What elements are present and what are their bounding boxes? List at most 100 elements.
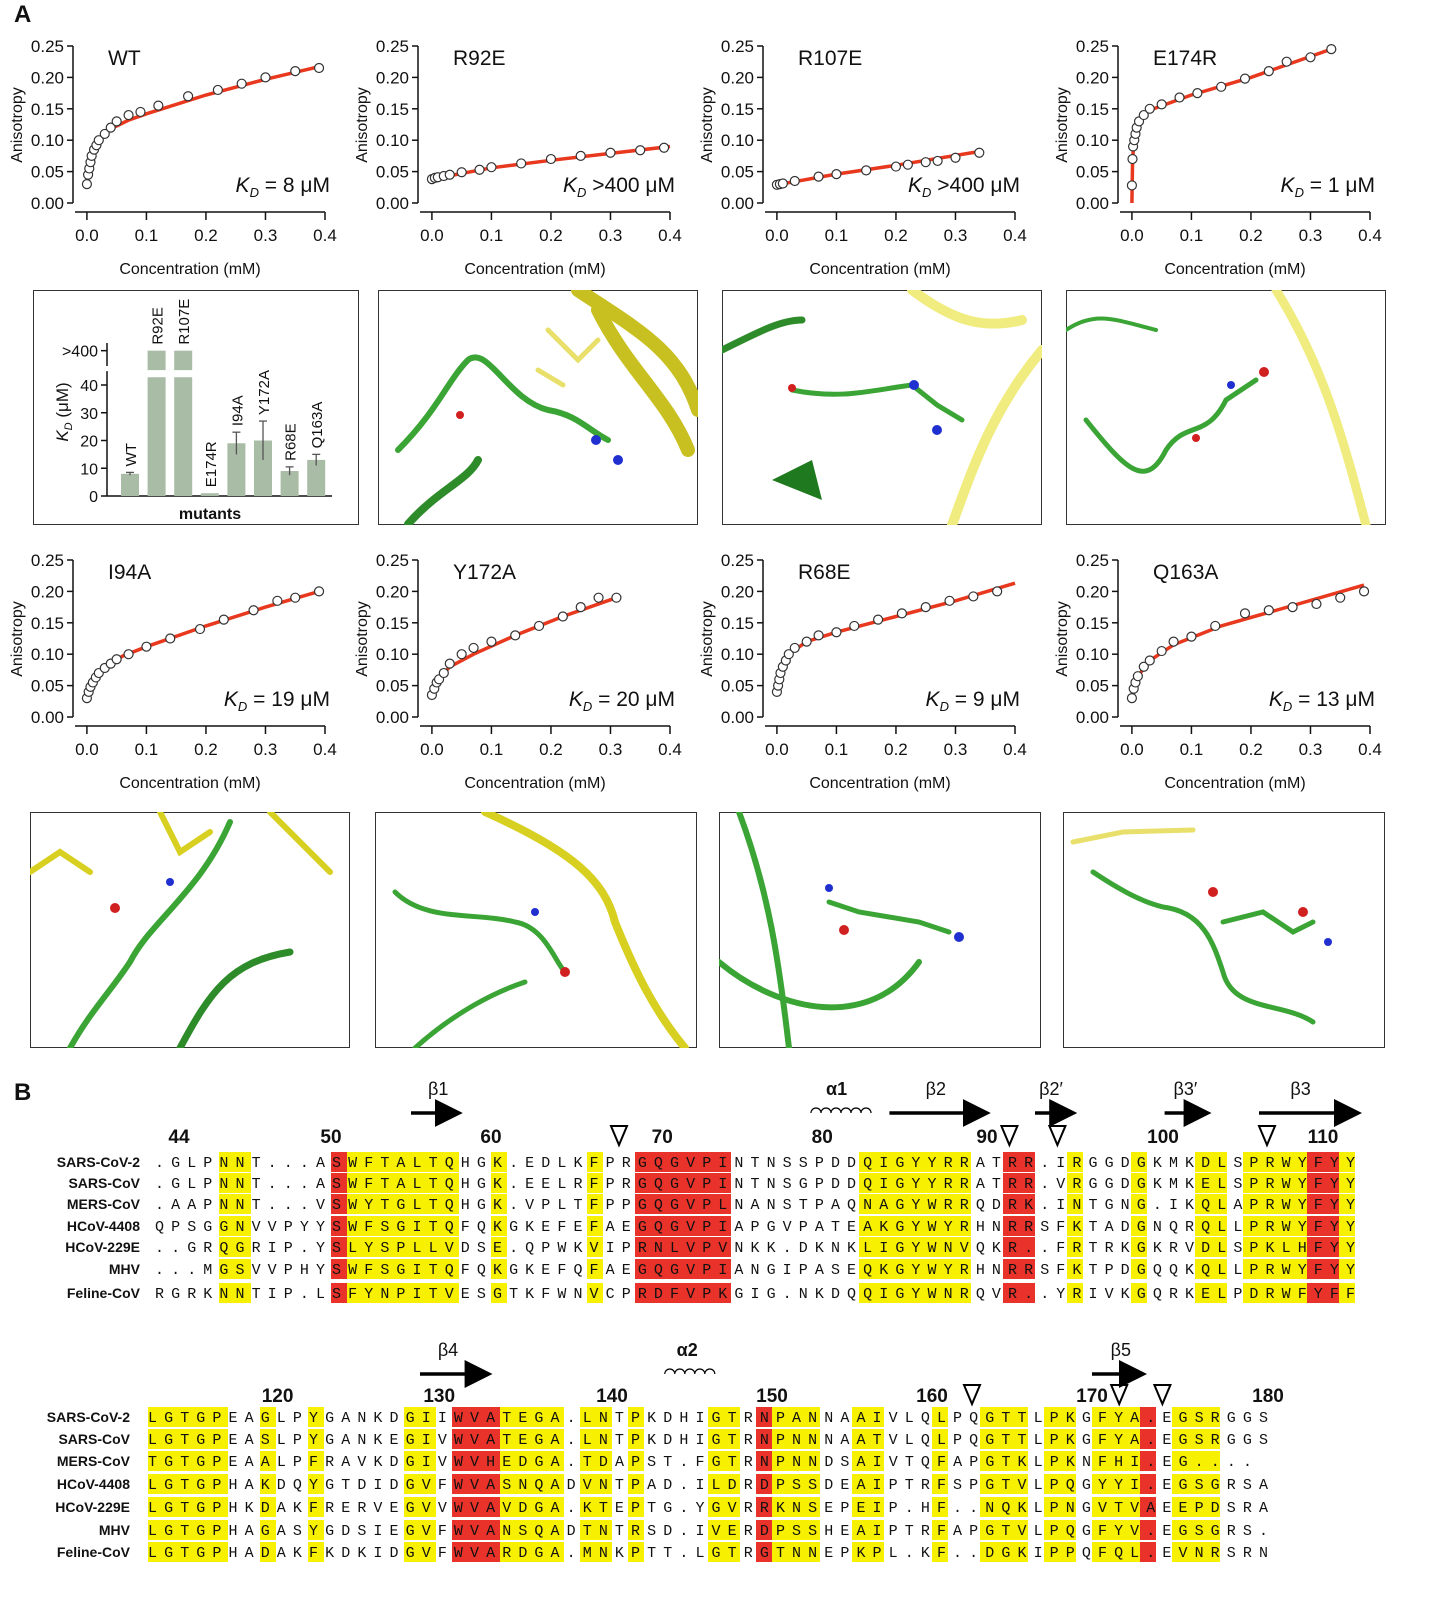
y-tick-label: 0.00: [31, 194, 64, 213]
similar-box: [932, 1497, 948, 1517]
chart-title: I94A: [108, 561, 151, 584]
data-point: [444, 658, 455, 669]
data-point: [605, 147, 616, 158]
similar-box: [1092, 1474, 1140, 1494]
chart-title: E174R: [1153, 47, 1217, 70]
similar-box: [980, 1451, 1028, 1471]
data-point: [789, 175, 800, 187]
conserved-box: [1307, 1283, 1339, 1303]
similar-box: [628, 1451, 644, 1471]
data-point: [1281, 56, 1292, 67]
similar-box: [708, 1429, 740, 1449]
similar-box: [1067, 1259, 1083, 1279]
similar-box: [580, 1520, 612, 1540]
conserved-box: [635, 1152, 731, 1172]
kd-value: = 8 μM: [259, 174, 330, 197]
conserved-box: [635, 1194, 731, 1214]
y-tick-label: 0: [89, 489, 98, 506]
sequence: RGRKNNTIP.LSFYNPITVESGTKFWNVCPRDFVPKGIG.…: [155, 1286, 1355, 1303]
category-label: R92E: [150, 307, 167, 345]
similar-box: [1044, 1542, 1076, 1562]
similar-box: [628, 1520, 644, 1540]
x-tick-label: 0.0: [75, 226, 99, 245]
data-point: [1168, 636, 1179, 647]
similar-box: [859, 1152, 971, 1172]
similar-box: [1092, 1520, 1140, 1540]
y-axis-label: Anisotropy: [354, 87, 371, 163]
similar-box: [500, 1451, 564, 1471]
residue-number: 160: [916, 1386, 948, 1407]
similar-box: [628, 1542, 644, 1562]
species-name: SARS-CoV: [68, 1175, 140, 1191]
y-tick-label: 0.05: [376, 163, 409, 182]
data-point: [486, 636, 497, 647]
similar-box: [1339, 1216, 1355, 1236]
y-tick-label: 40: [80, 378, 98, 395]
site-marker: [1109, 1384, 1129, 1407]
site-marker: [609, 1125, 629, 1148]
conserved-box: [756, 1542, 772, 1562]
conserved-box: [452, 1407, 500, 1427]
kd-symbol: K: [569, 688, 584, 711]
y-tick-label: 0.20: [1076, 68, 1109, 87]
data-point: [813, 630, 824, 641]
conserved-box: [635, 1173, 731, 1193]
conserved-box: [331, 1237, 347, 1257]
axis-break-gap: [172, 370, 195, 378]
similar-box: [628, 1429, 644, 1449]
data-point: [1335, 592, 1346, 603]
similar-box: [1195, 1237, 1227, 1257]
y-tick-label: 0.25: [31, 551, 64, 570]
conserved-box: [1307, 1216, 1339, 1236]
similar-box: [491, 1216, 507, 1236]
conserved-box: [1307, 1194, 1339, 1214]
x-axis-label: Concentration (mM): [1164, 261, 1305, 278]
conserved-box: [756, 1429, 772, 1449]
sequence: ...MGSVVPHYSWFSGITQFQKGKEFQFAEGQGVPIANGI…: [155, 1262, 1355, 1279]
similar-box: [980, 1520, 1028, 1540]
kd-subscript: D: [250, 185, 259, 200]
similar-box: [932, 1407, 948, 1427]
x-axis-label: Concentration (mM): [809, 261, 950, 278]
kd-value: = 20 μM: [592, 688, 675, 711]
conserved-box: [452, 1474, 500, 1494]
data-point: [831, 627, 842, 638]
similar-box: [491, 1259, 507, 1279]
y-tick-label: 0.25: [721, 37, 754, 56]
panel-label: B: [14, 1079, 31, 1106]
data-point: [444, 169, 455, 180]
similar-box: [260, 1429, 276, 1449]
site-marker: [1047, 1125, 1067, 1148]
y-tick-label: 0.10: [1076, 645, 1109, 664]
similar-box: [1067, 1216, 1083, 1236]
similar-box: [587, 1173, 603, 1193]
similar-box: [1172, 1542, 1220, 1562]
axis-break-gap: [145, 370, 168, 378]
data-point: [1239, 73, 1251, 84]
y-tick-label: 0.25: [1076, 37, 1109, 56]
x-tick-label: 0.3: [1299, 740, 1323, 759]
panel-label: A: [14, 1, 31, 28]
similar-box: [580, 1407, 612, 1427]
similar-box: [404, 1542, 436, 1562]
species-name: Feline-CoV: [67, 1285, 141, 1301]
annotation: KD = 13 μM: [1269, 688, 1375, 714]
residue-number: 120: [262, 1386, 294, 1407]
kd-symbol: K: [1281, 174, 1296, 197]
similar-box: [308, 1451, 324, 1471]
similar-box: [932, 1520, 948, 1540]
y-tick-label: 0.15: [376, 100, 409, 119]
data-point: [950, 152, 961, 163]
data-point: [777, 178, 788, 189]
species-name: HCoV-4408: [57, 1476, 130, 1492]
similar-box: [859, 1237, 971, 1257]
bar: [307, 459, 326, 496]
data-point: [533, 620, 545, 632]
similar-box: [1067, 1173, 1083, 1193]
similar-box: [347, 1194, 459, 1214]
similar-box: [1195, 1152, 1227, 1172]
data-point: [1239, 608, 1251, 619]
data-point: [182, 91, 194, 102]
similar-box: [500, 1497, 564, 1517]
data-point: [135, 106, 146, 118]
